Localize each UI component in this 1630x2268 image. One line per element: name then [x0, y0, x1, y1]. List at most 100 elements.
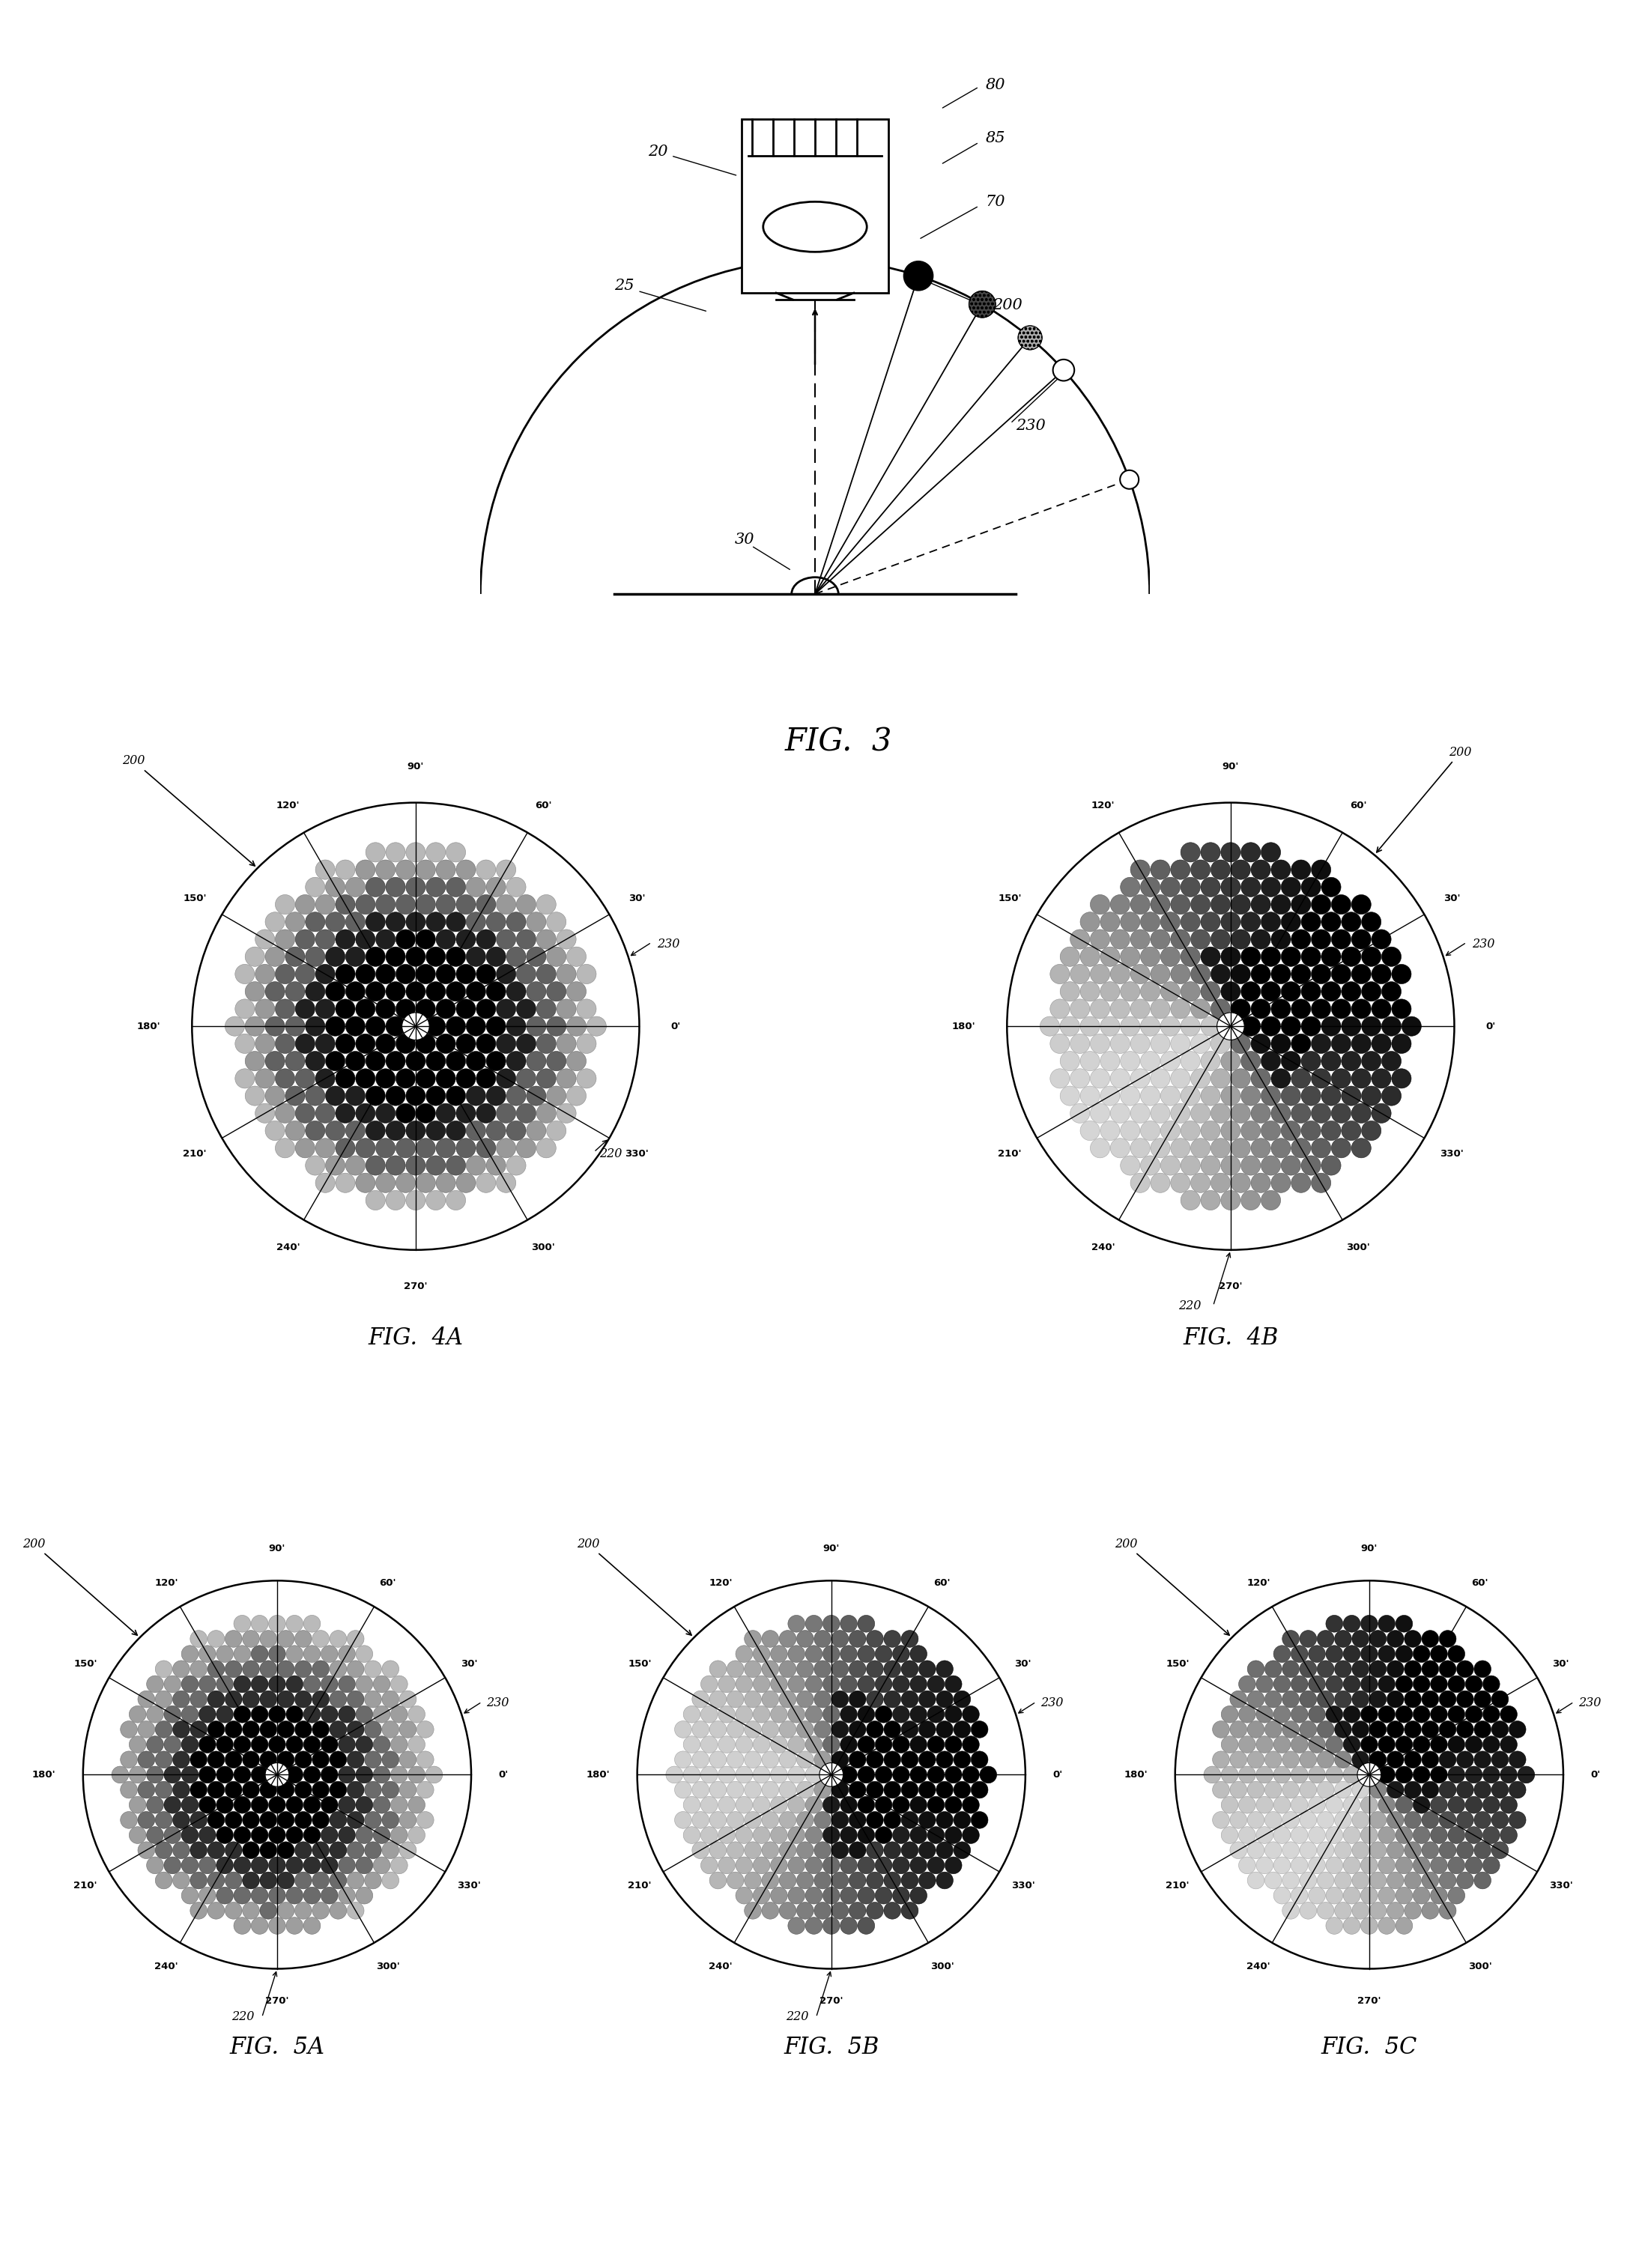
Circle shape — [386, 1157, 406, 1175]
Ellipse shape — [763, 202, 867, 252]
Text: 240': 240' — [155, 1962, 178, 1971]
Circle shape — [1335, 1631, 1351, 1647]
Circle shape — [1231, 1721, 1247, 1737]
Circle shape — [1402, 1016, 1421, 1036]
Circle shape — [1231, 1842, 1247, 1860]
Circle shape — [386, 982, 406, 1000]
Circle shape — [1265, 1751, 1281, 1769]
Circle shape — [1257, 1767, 1273, 1783]
Circle shape — [1322, 1016, 1341, 1036]
Circle shape — [1060, 982, 1079, 1000]
Circle shape — [567, 1016, 587, 1036]
Circle shape — [207, 1842, 225, 1860]
Circle shape — [365, 1016, 385, 1036]
Circle shape — [181, 1676, 199, 1692]
Circle shape — [719, 1857, 735, 1873]
Circle shape — [155, 1871, 173, 1889]
Circle shape — [365, 878, 385, 896]
Circle shape — [1120, 469, 1139, 490]
Circle shape — [1262, 912, 1281, 932]
Circle shape — [277, 1842, 295, 1860]
Circle shape — [1413, 1857, 1430, 1873]
Circle shape — [266, 912, 285, 932]
Circle shape — [701, 1767, 717, 1783]
Circle shape — [1090, 1139, 1110, 1159]
Circle shape — [1343, 1796, 1361, 1814]
Circle shape — [496, 930, 515, 948]
Circle shape — [1110, 1034, 1130, 1052]
Circle shape — [1447, 1796, 1465, 1814]
Circle shape — [719, 1767, 735, 1783]
Circle shape — [1262, 946, 1281, 966]
Circle shape — [1131, 860, 1151, 880]
Circle shape — [406, 1157, 425, 1175]
Circle shape — [1283, 1660, 1299, 1678]
Circle shape — [355, 1034, 375, 1052]
Circle shape — [295, 1812, 311, 1828]
Circle shape — [753, 1767, 769, 1783]
Circle shape — [1311, 1173, 1330, 1193]
Circle shape — [667, 1767, 683, 1783]
Circle shape — [1090, 1000, 1110, 1018]
Circle shape — [1221, 982, 1240, 1000]
Circle shape — [1257, 1706, 1273, 1724]
Circle shape — [1262, 841, 1281, 862]
Circle shape — [761, 1842, 779, 1860]
Circle shape — [849, 1780, 866, 1799]
Circle shape — [823, 1706, 839, 1724]
Circle shape — [346, 912, 365, 932]
Circle shape — [476, 930, 496, 948]
Circle shape — [1382, 1052, 1402, 1070]
Circle shape — [1180, 1086, 1200, 1107]
Circle shape — [326, 1157, 346, 1175]
Circle shape — [1431, 1887, 1447, 1905]
Circle shape — [181, 1826, 199, 1844]
Circle shape — [339, 1796, 355, 1814]
Circle shape — [1421, 1751, 1439, 1769]
Circle shape — [1361, 1767, 1377, 1783]
Circle shape — [805, 1735, 823, 1753]
Circle shape — [1332, 964, 1351, 984]
Circle shape — [1301, 878, 1320, 896]
Circle shape — [849, 1751, 866, 1769]
Circle shape — [893, 1676, 910, 1692]
Circle shape — [336, 1139, 355, 1159]
Circle shape — [355, 894, 375, 914]
Circle shape — [1100, 1086, 1120, 1107]
Circle shape — [1100, 1052, 1120, 1070]
Circle shape — [1335, 1721, 1351, 1737]
Circle shape — [507, 982, 526, 1000]
Circle shape — [1271, 860, 1291, 880]
Circle shape — [903, 261, 932, 290]
Circle shape — [709, 1751, 727, 1769]
Circle shape — [1221, 912, 1240, 932]
Circle shape — [365, 912, 385, 932]
Circle shape — [147, 1857, 163, 1873]
Circle shape — [875, 1767, 892, 1783]
Circle shape — [313, 1690, 329, 1708]
Circle shape — [1221, 1796, 1239, 1814]
Circle shape — [1211, 930, 1231, 948]
Circle shape — [1387, 1780, 1403, 1799]
Circle shape — [199, 1796, 215, 1814]
Circle shape — [919, 1871, 936, 1889]
Circle shape — [1474, 1842, 1491, 1860]
Circle shape — [546, 982, 566, 1000]
Circle shape — [244, 1052, 264, 1070]
Circle shape — [927, 1826, 944, 1844]
Circle shape — [1332, 894, 1351, 914]
Circle shape — [936, 1780, 954, 1799]
Circle shape — [447, 1191, 466, 1211]
Circle shape — [347, 1751, 363, 1769]
Circle shape — [709, 1871, 727, 1889]
Circle shape — [496, 1173, 515, 1193]
Circle shape — [1311, 964, 1330, 984]
Circle shape — [347, 1871, 363, 1889]
Circle shape — [883, 1812, 901, 1828]
Circle shape — [546, 1052, 566, 1070]
Circle shape — [556, 964, 575, 984]
Circle shape — [406, 1052, 425, 1070]
Circle shape — [1457, 1660, 1474, 1678]
Circle shape — [346, 1157, 365, 1175]
Circle shape — [466, 1086, 486, 1107]
